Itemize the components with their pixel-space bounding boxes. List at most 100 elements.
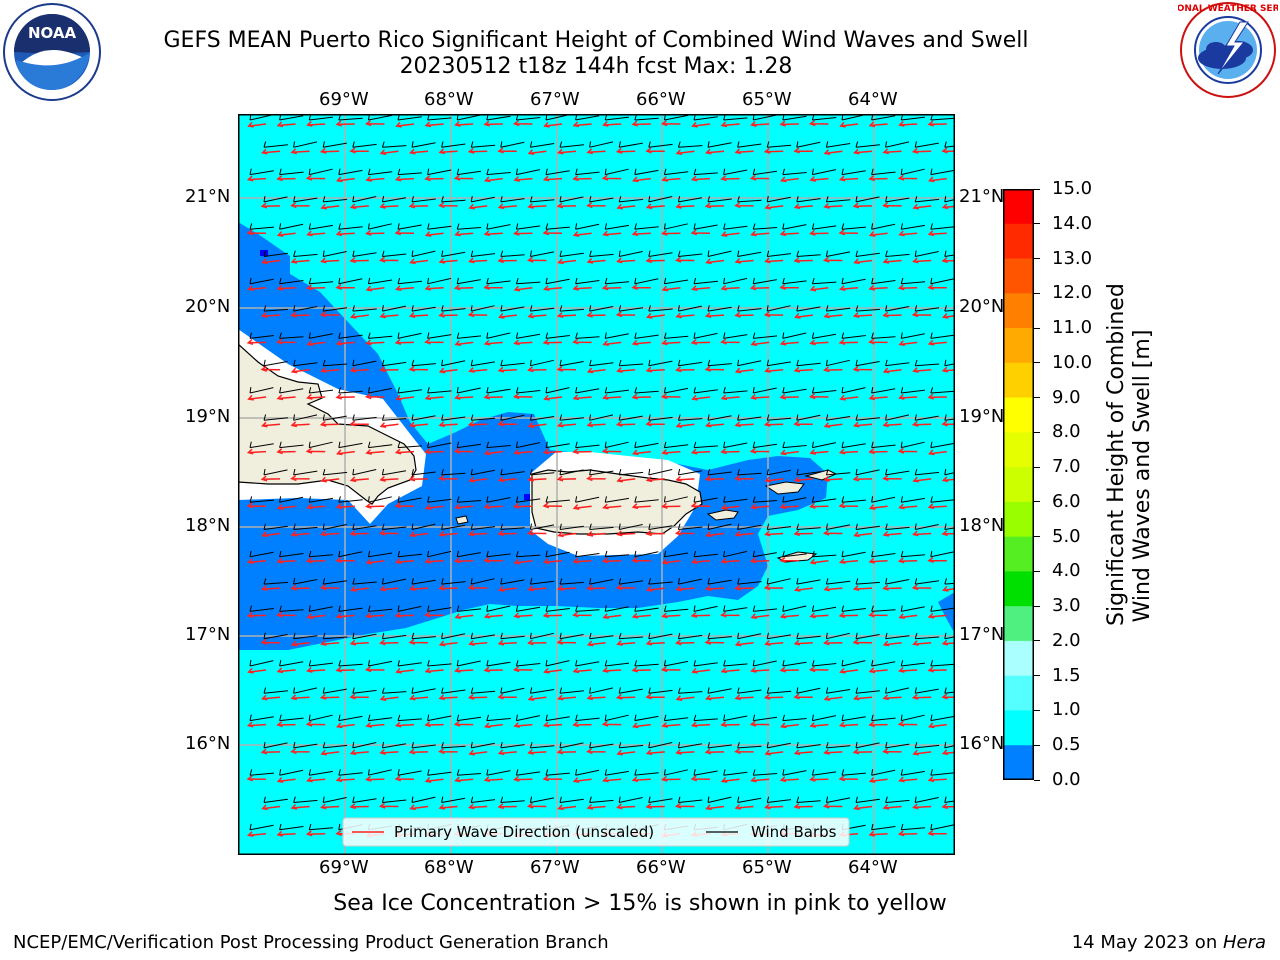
wave-direction-arrow — [645, 530, 665, 537]
wave-direction-arrow — [734, 584, 754, 591]
wave-direction-arrow — [497, 203, 517, 210]
wind-barb — [782, 441, 807, 449]
wave-direction-arrow — [276, 231, 296, 237]
wave-direction-arrow — [365, 229, 385, 236]
wave-direction-arrow — [645, 203, 665, 210]
wind-barb — [737, 469, 762, 476]
wind-barb — [752, 277, 777, 285]
wind-barb — [263, 523, 288, 530]
wind-barb — [825, 468, 851, 476]
wind-barb — [293, 796, 318, 803]
wind-barb — [411, 796, 436, 803]
wind-barb — [515, 714, 541, 722]
wind-barb — [249, 277, 274, 285]
wind-barb — [441, 305, 466, 312]
wind-barb — [944, 687, 955, 694]
wave-direction-arrow — [306, 340, 326, 347]
wave-direction-arrow — [749, 720, 770, 727]
wind-barb — [456, 550, 481, 558]
wave-direction-arrow — [645, 693, 665, 700]
wind-barb — [249, 223, 274, 230]
wind-barb — [604, 605, 629, 612]
wave-direction-arrow — [898, 503, 918, 510]
wave-direction-arrow — [305, 720, 326, 727]
wind-barb — [663, 769, 688, 776]
wave-direction-arrow — [868, 284, 888, 291]
wave-direction-arrow — [586, 311, 606, 318]
wind-barb — [648, 195, 673, 203]
wind-barb — [486, 605, 511, 612]
wind-barb — [545, 387, 570, 394]
wind-barb — [589, 250, 614, 257]
wind-barb — [427, 168, 452, 176]
wind-barb — [648, 523, 673, 530]
wind-barb — [841, 496, 866, 503]
colorbar-tick-label: 15.0 — [1052, 178, 1093, 199]
wind-barb — [707, 796, 732, 803]
wind-barb — [663, 277, 689, 285]
wave-direction-arrow — [394, 285, 415, 292]
wind-barb — [796, 305, 821, 312]
wind-barb — [263, 305, 288, 312]
wind-barb — [707, 305, 732, 312]
wind-barb — [618, 414, 643, 421]
wind-barb — [885, 632, 910, 640]
wind-barb — [930, 769, 955, 776]
wind-barb — [397, 387, 422, 394]
wind-barb — [723, 168, 748, 176]
wind-barb — [589, 796, 614, 803]
wind-barb — [352, 359, 377, 367]
wind-barb — [914, 523, 939, 530]
colorbar-segment — [1003, 571, 1034, 607]
wave-direction-arrow — [497, 530, 517, 537]
lon-label-bottom: 67°W — [530, 857, 580, 878]
wave-direction-arrow — [645, 366, 665, 373]
wave-direction-arrow — [868, 830, 888, 837]
wave-direction-arrow — [260, 475, 281, 482]
wind-barb — [338, 223, 363, 230]
wave-direction-arrow — [365, 558, 385, 565]
wind-barb — [693, 168, 718, 176]
wave-direction-arrow — [823, 585, 843, 592]
wind-barb — [752, 714, 778, 722]
wind-barb — [723, 605, 748, 612]
wave-direction-arrow — [586, 148, 606, 155]
wind-barb — [707, 141, 732, 148]
wind-barb — [782, 496, 807, 503]
wind-barb — [855, 195, 880, 203]
wave-direction-arrow — [852, 475, 873, 482]
wind-barb — [559, 523, 584, 530]
wave-direction-arrow — [497, 803, 517, 810]
wind-barb — [930, 223, 955, 230]
wave-direction-arrow — [674, 802, 695, 809]
wind-barb — [545, 550, 570, 558]
wave-direction-arrow — [276, 667, 296, 674]
wave-direction-arrow — [556, 475, 577, 482]
wind-barb — [693, 223, 718, 230]
wave-direction-arrow — [454, 394, 474, 400]
wave-direction-arrow — [556, 694, 577, 701]
wind-barb — [470, 741, 495, 749]
wind-barb — [737, 742, 762, 749]
wind-barb — [618, 578, 644, 585]
wave-direction-arrow — [661, 285, 681, 292]
wind-barb — [352, 632, 377, 640]
wind-barb — [397, 223, 422, 230]
wind-barb — [515, 332, 541, 339]
wave-direction-arrow — [838, 339, 859, 346]
wave-direction-arrow — [927, 284, 947, 291]
colorbar-segment — [1003, 675, 1034, 712]
wave-direction-arrow — [793, 203, 813, 210]
wind-barb — [470, 250, 496, 257]
wave-direction-arrow — [616, 803, 636, 810]
wind-barb — [308, 223, 333, 230]
wave-direction-arrow — [720, 231, 740, 237]
wave-direction-arrow — [572, 175, 592, 182]
wave-direction-arrow — [882, 202, 902, 209]
wave-direction-arrow — [379, 748, 399, 755]
wind-barb — [456, 277, 481, 285]
lat-label-left: 20°N — [185, 296, 231, 317]
wind-barb — [900, 714, 925, 722]
wave-direction-arrow — [468, 203, 488, 210]
wave-direction-arrow — [438, 640, 458, 647]
